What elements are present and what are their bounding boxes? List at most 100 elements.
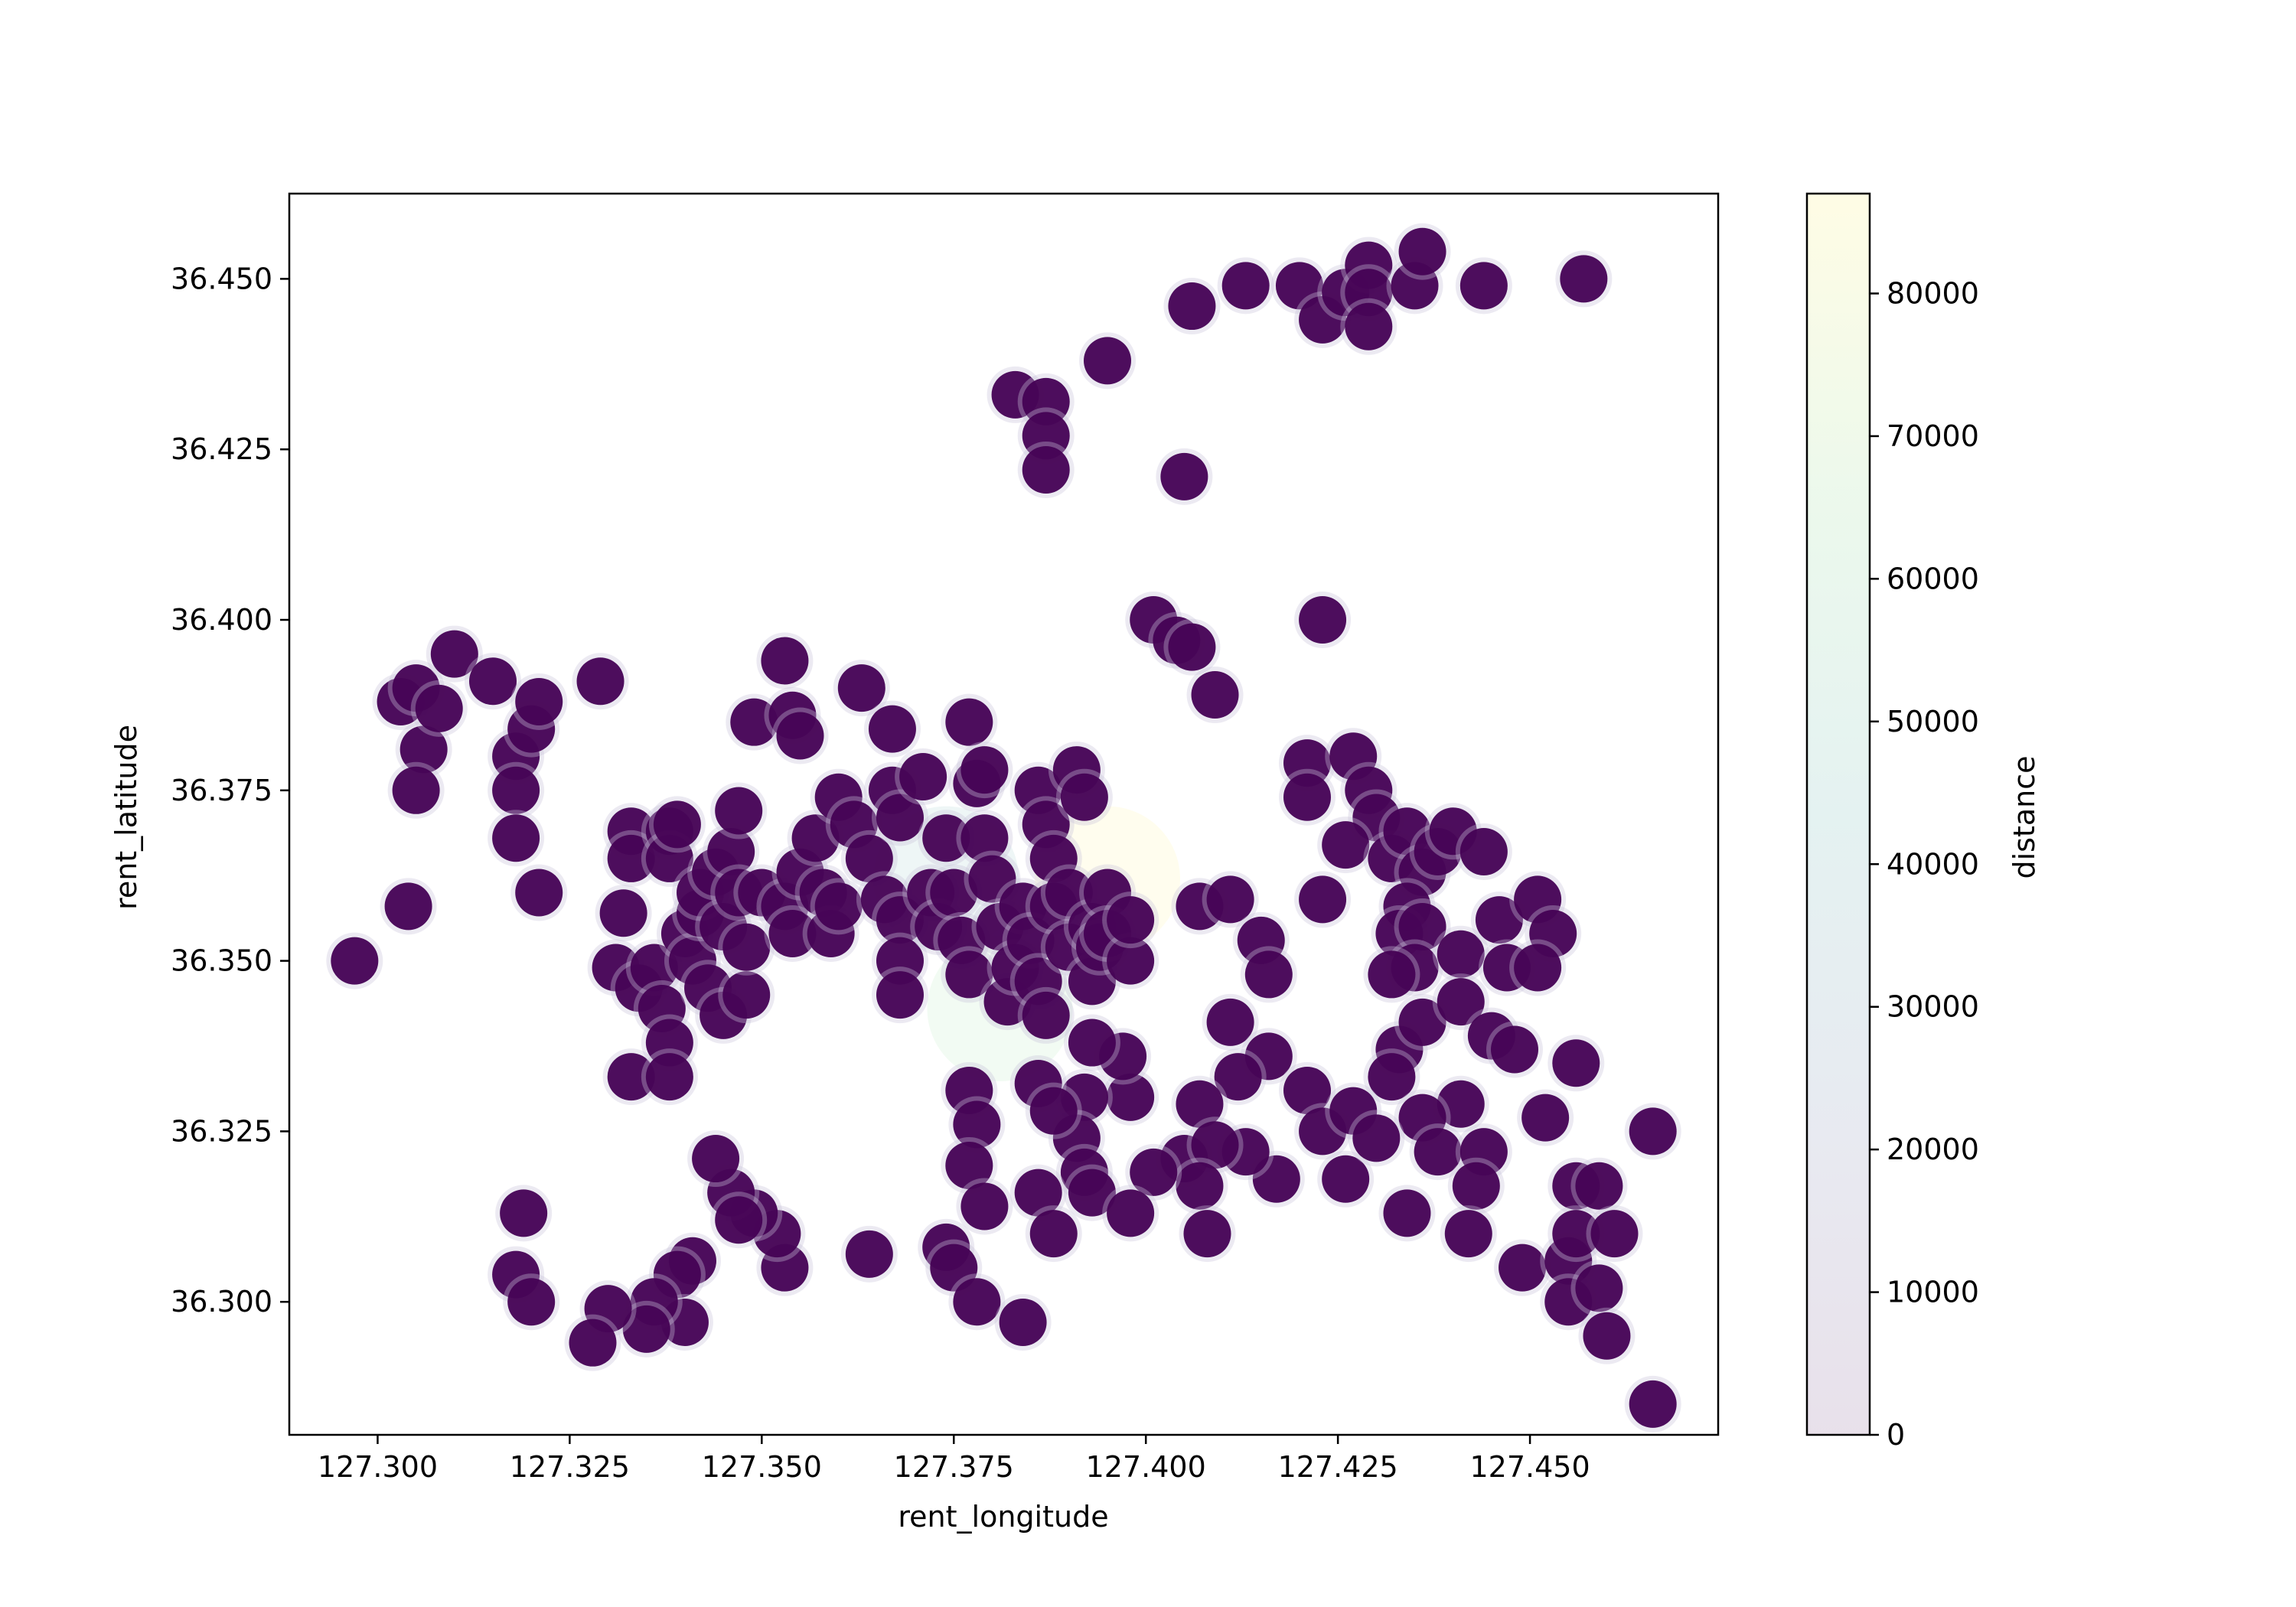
- scatter-point: [925, 864, 983, 921]
- scatter-point: [1624, 1103, 1681, 1160]
- scatter-point: [756, 632, 814, 689]
- y-tick-label: 36.425: [171, 432, 272, 466]
- scatter-point: [956, 742, 1013, 799]
- scatter-point: [1440, 1205, 1497, 1263]
- scatter-point: [948, 1096, 1006, 1153]
- x-tick-label: 127.400: [1086, 1450, 1206, 1484]
- scatter-point: [1017, 986, 1075, 1044]
- scatter-point: [648, 796, 706, 853]
- scatter-point: [1394, 993, 1451, 1051]
- scatter-point: [1186, 1116, 1244, 1174]
- scatter-point: [918, 810, 975, 867]
- scatter-point: [1102, 892, 1159, 949]
- scatter-point: [810, 878, 867, 935]
- scatter-point: [1455, 257, 1512, 315]
- scatter-point: [1432, 1075, 1489, 1133]
- scatter-point: [395, 721, 452, 778]
- scatter-point: [687, 1130, 745, 1188]
- colorbar-tick-label: 10000: [1887, 1276, 1979, 1309]
- scatter-point: [941, 693, 998, 751]
- scatter-point: [1294, 871, 1352, 928]
- scatter-point: [1017, 441, 1075, 498]
- scatter-point: [1432, 973, 1489, 1031]
- scatter-point: [595, 885, 652, 942]
- scatter-point: [488, 810, 545, 867]
- scatter-point: [510, 673, 568, 730]
- scatter-point: [1217, 257, 1274, 315]
- scatter-point: [1125, 1143, 1182, 1201]
- scatter-point: [387, 761, 445, 819]
- scatter-point: [1209, 1048, 1267, 1106]
- scatter-point: [1447, 1157, 1505, 1214]
- y-tick-label: 36.375: [171, 774, 272, 807]
- x-tick-label: 127.450: [1470, 1450, 1590, 1484]
- scatter-point: [1179, 1205, 1236, 1263]
- scatter-point: [787, 810, 844, 867]
- scatter-point: [1394, 223, 1451, 280]
- colorbar-ticks: 0 10000 20000 30000 40000 50000 60000 70000 8000…: [1870, 277, 1979, 1452]
- scatter-point: [1017, 373, 1075, 430]
- scatter-point: [1509, 939, 1567, 996]
- scatter-point: [641, 1048, 698, 1106]
- scatter-point: [771, 707, 829, 764]
- y-tick-label: 36.450: [171, 262, 272, 295]
- scatter-point: [572, 653, 629, 710]
- scatter-point: [1025, 1205, 1082, 1263]
- colorbar-tick-label: 70000: [1887, 419, 1979, 453]
- x-tick-label: 127.375: [894, 1450, 1014, 1484]
- scatter-point: [718, 966, 775, 1024]
- scatter-point: [1340, 298, 1397, 355]
- scatter-point: [871, 932, 928, 989]
- scatter-point: [1025, 1082, 1082, 1139]
- x-axis-label: rent_longitude: [898, 1500, 1108, 1534]
- x-tick-label: 127.350: [702, 1450, 822, 1484]
- scatter-point: [871, 966, 928, 1024]
- scatter-point: [410, 680, 468, 737]
- scatter-point: [1470, 892, 1528, 949]
- scatter-point: [1455, 823, 1512, 881]
- scatter-point: [1494, 1239, 1551, 1296]
- scatter-point: [1171, 1157, 1228, 1214]
- scatter-point: [764, 905, 821, 962]
- scatter-point: [1278, 735, 1336, 792]
- scatter-point: [1278, 1061, 1336, 1119]
- scatter-point: [1102, 1185, 1159, 1242]
- scatter-point: [956, 810, 1013, 867]
- colorbar-tick-label: 30000: [1887, 990, 1979, 1024]
- colorbar-tick-label: 50000: [1887, 705, 1979, 738]
- scatter-point: [1240, 946, 1297, 1003]
- colorbar-tick-label: 60000: [1887, 562, 1979, 595]
- scatter-point: [1378, 1185, 1436, 1242]
- colorbar: [1805, 192, 1871, 1436]
- scatter-point: [1432, 925, 1489, 983]
- scatter-point: [641, 1014, 698, 1071]
- x-tick-label: 127.300: [318, 1450, 438, 1484]
- scatter-point: [1486, 1021, 1544, 1078]
- scatter-point: [510, 864, 568, 921]
- scatter-point: [941, 1136, 998, 1194]
- plot-frame: [288, 192, 1720, 1436]
- scatter-point: [1202, 871, 1259, 928]
- scatter-point: [895, 748, 952, 805]
- scatter-point: [1348, 1110, 1405, 1167]
- scatter-point: [1363, 946, 1420, 1003]
- scatter-point: [941, 946, 998, 1003]
- scatter-point: [380, 878, 437, 935]
- scatter-point: [1017, 407, 1075, 464]
- scatter-point: [1394, 898, 1451, 956]
- colorbar-tick-label: 40000: [1887, 847, 1979, 881]
- scatter-point: [710, 1191, 768, 1249]
- scatter-point: [871, 892, 928, 949]
- scatter-point: [1079, 332, 1137, 390]
- scatter-point: [703, 823, 760, 881]
- scatter-point: [625, 939, 683, 996]
- scatter-point: [426, 625, 483, 683]
- scatter-point: [1555, 250, 1613, 308]
- scatter-point: [1624, 1375, 1681, 1433]
- scatter-point: [602, 1048, 660, 1106]
- colorbar-label: distance: [2007, 755, 2041, 878]
- scatter-point: [602, 830, 660, 887]
- scatter-point: [503, 1273, 560, 1331]
- scatter-point: [833, 660, 890, 717]
